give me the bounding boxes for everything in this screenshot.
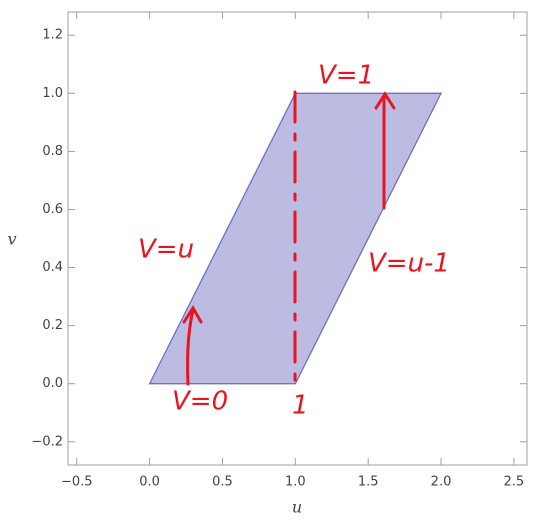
y-axis-label: v: [7, 230, 16, 249]
x-tick-label: 2.0: [431, 475, 452, 490]
annotation: V=u-1: [368, 249, 450, 279]
y-tick-label: 0.0: [42, 376, 63, 391]
y-tick-label: 0.8: [42, 144, 63, 159]
arrow: [182, 305, 203, 386]
x-axis-label: u: [292, 498, 302, 517]
y-tick-label: 1.2: [42, 28, 63, 43]
y-tick-label: 1.0: [42, 86, 63, 101]
arrow: [374, 91, 396, 210]
plot-area: −0.5 0.0 0.5 1.0 1.5 2.0 2.5 −0.2 0.0 0.2 0.4 0.6 0.…: [31, 11, 528, 490]
annotation: 1: [292, 391, 309, 421]
annotation: V=u: [138, 235, 194, 265]
frame: [67, 11, 528, 466]
x-tick-label: 0.5: [212, 475, 233, 490]
y-tick-label: 0.4: [42, 260, 63, 275]
y-tick-label: 0.2: [42, 318, 63, 333]
y-tick-label: −0.2: [31, 434, 63, 449]
annotation: V=1: [318, 61, 374, 91]
x-tick-label: 1.0: [285, 475, 306, 490]
y-tick-label: 0.6: [42, 202, 63, 217]
handwritten-notes: V=1 V=u V=u-1 V=0 1: [138, 61, 450, 421]
x-tick-label: 0.0: [139, 475, 160, 490]
annotation: V=0: [172, 387, 228, 417]
x-tick-label: 2.5: [504, 475, 525, 490]
x-tick-label: −0.5: [61, 475, 93, 490]
x-tick-label: 1.5: [358, 475, 379, 490]
